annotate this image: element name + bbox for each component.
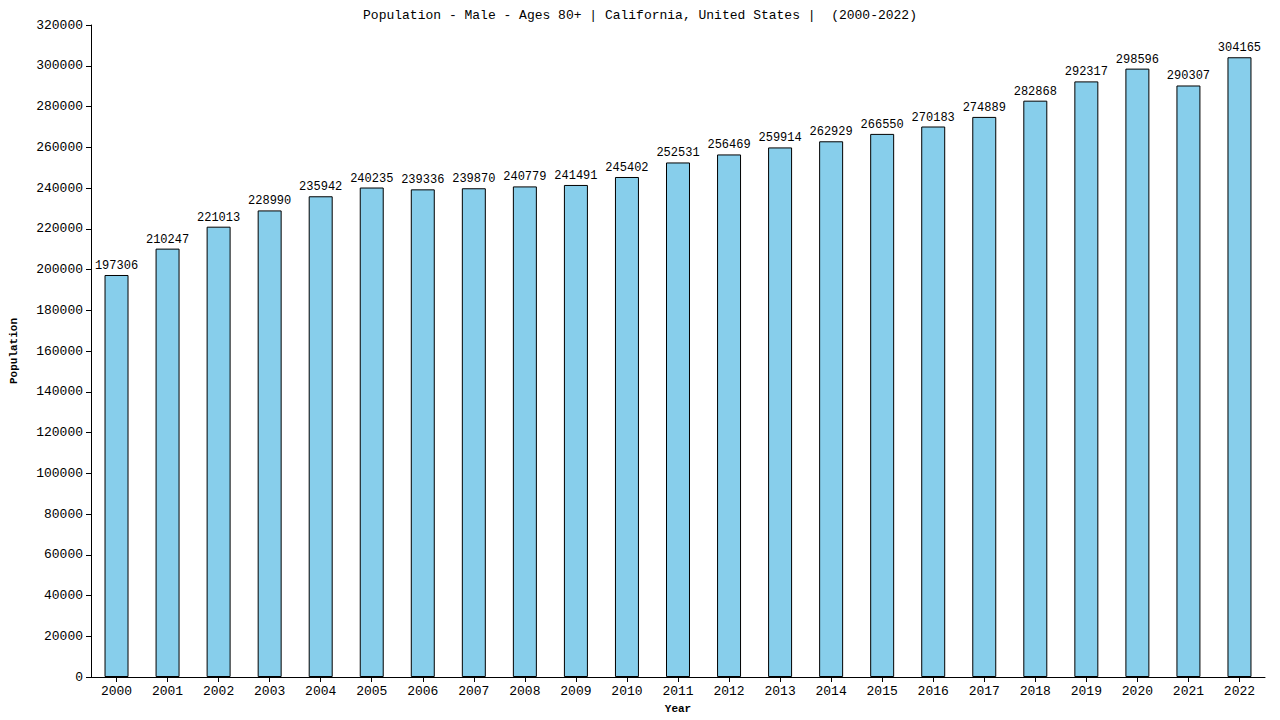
- svg-text:2015: 2015: [867, 684, 898, 699]
- svg-text:2005: 2005: [356, 684, 387, 699]
- svg-text:320000: 320000: [36, 18, 83, 33]
- svg-text:252531: 252531: [656, 146, 699, 160]
- svg-text:2022: 2022: [1224, 684, 1255, 699]
- svg-text:2001: 2001: [152, 684, 183, 699]
- svg-text:235942: 235942: [299, 180, 342, 194]
- svg-text:245402: 245402: [605, 161, 648, 175]
- svg-text:256469: 256469: [707, 138, 750, 152]
- svg-text:239870: 239870: [452, 172, 495, 186]
- svg-text:100000: 100000: [36, 466, 83, 481]
- svg-text:240000: 240000: [36, 181, 83, 196]
- svg-text:200000: 200000: [36, 262, 83, 277]
- svg-text:2021: 2021: [1173, 684, 1204, 699]
- svg-text:2004: 2004: [305, 684, 336, 699]
- svg-text:280000: 280000: [36, 99, 83, 114]
- svg-text:262929: 262929: [810, 125, 853, 139]
- svg-text:2009: 2009: [560, 684, 591, 699]
- svg-text:304165: 304165: [1218, 41, 1261, 55]
- svg-text:298596: 298596: [1116, 53, 1159, 67]
- svg-text:2017: 2017: [969, 684, 1000, 699]
- svg-text:241491: 241491: [554, 169, 597, 183]
- svg-text:2018: 2018: [1020, 684, 1051, 699]
- svg-text:282868: 282868: [1014, 85, 1057, 99]
- svg-text:2019: 2019: [1071, 684, 1102, 699]
- svg-text:2006: 2006: [407, 684, 438, 699]
- svg-text:0: 0: [75, 670, 83, 685]
- svg-text:210247: 210247: [146, 233, 189, 247]
- svg-text:240235: 240235: [350, 172, 393, 186]
- svg-text:20000: 20000: [44, 629, 83, 644]
- svg-text:2003: 2003: [254, 684, 285, 699]
- svg-text:228990: 228990: [248, 194, 291, 208]
- svg-text:2008: 2008: [509, 684, 540, 699]
- svg-text:292317: 292317: [1065, 65, 1108, 79]
- svg-text:Year: Year: [665, 703, 691, 715]
- svg-text:180000: 180000: [36, 303, 83, 318]
- svg-text:2016: 2016: [918, 684, 949, 699]
- svg-text:2014: 2014: [816, 684, 847, 699]
- svg-text:220000: 220000: [36, 221, 83, 236]
- svg-text:300000: 300000: [36, 58, 83, 73]
- svg-text:Population - Male - Ages 80+ |: Population - Male - Ages 80+ | Californi…: [363, 8, 917, 23]
- svg-text:274889: 274889: [963, 101, 1006, 115]
- svg-text:259914: 259914: [758, 131, 801, 145]
- svg-text:2020: 2020: [1122, 684, 1153, 699]
- svg-text:260000: 260000: [36, 140, 83, 155]
- svg-text:60000: 60000: [44, 547, 83, 562]
- svg-text:2011: 2011: [662, 684, 693, 699]
- svg-text:221013: 221013: [197, 211, 240, 225]
- svg-text:239336: 239336: [401, 173, 444, 187]
- svg-text:197306: 197306: [95, 259, 138, 273]
- svg-text:2002: 2002: [203, 684, 234, 699]
- svg-text:2013: 2013: [764, 684, 795, 699]
- svg-text:140000: 140000: [36, 384, 83, 399]
- svg-text:266550: 266550: [861, 118, 904, 132]
- svg-text:80000: 80000: [44, 507, 83, 522]
- svg-text:40000: 40000: [44, 588, 83, 603]
- svg-text:2000: 2000: [101, 684, 132, 699]
- svg-text:240779: 240779: [503, 170, 546, 184]
- svg-text:290307: 290307: [1167, 69, 1210, 83]
- svg-text:160000: 160000: [36, 344, 83, 359]
- svg-text:2007: 2007: [458, 684, 489, 699]
- svg-text:270183: 270183: [912, 111, 955, 125]
- svg-text:2010: 2010: [611, 684, 642, 699]
- svg-text:Population: Population: [8, 318, 20, 384]
- svg-text:2012: 2012: [713, 684, 744, 699]
- svg-text:120000: 120000: [36, 425, 83, 440]
